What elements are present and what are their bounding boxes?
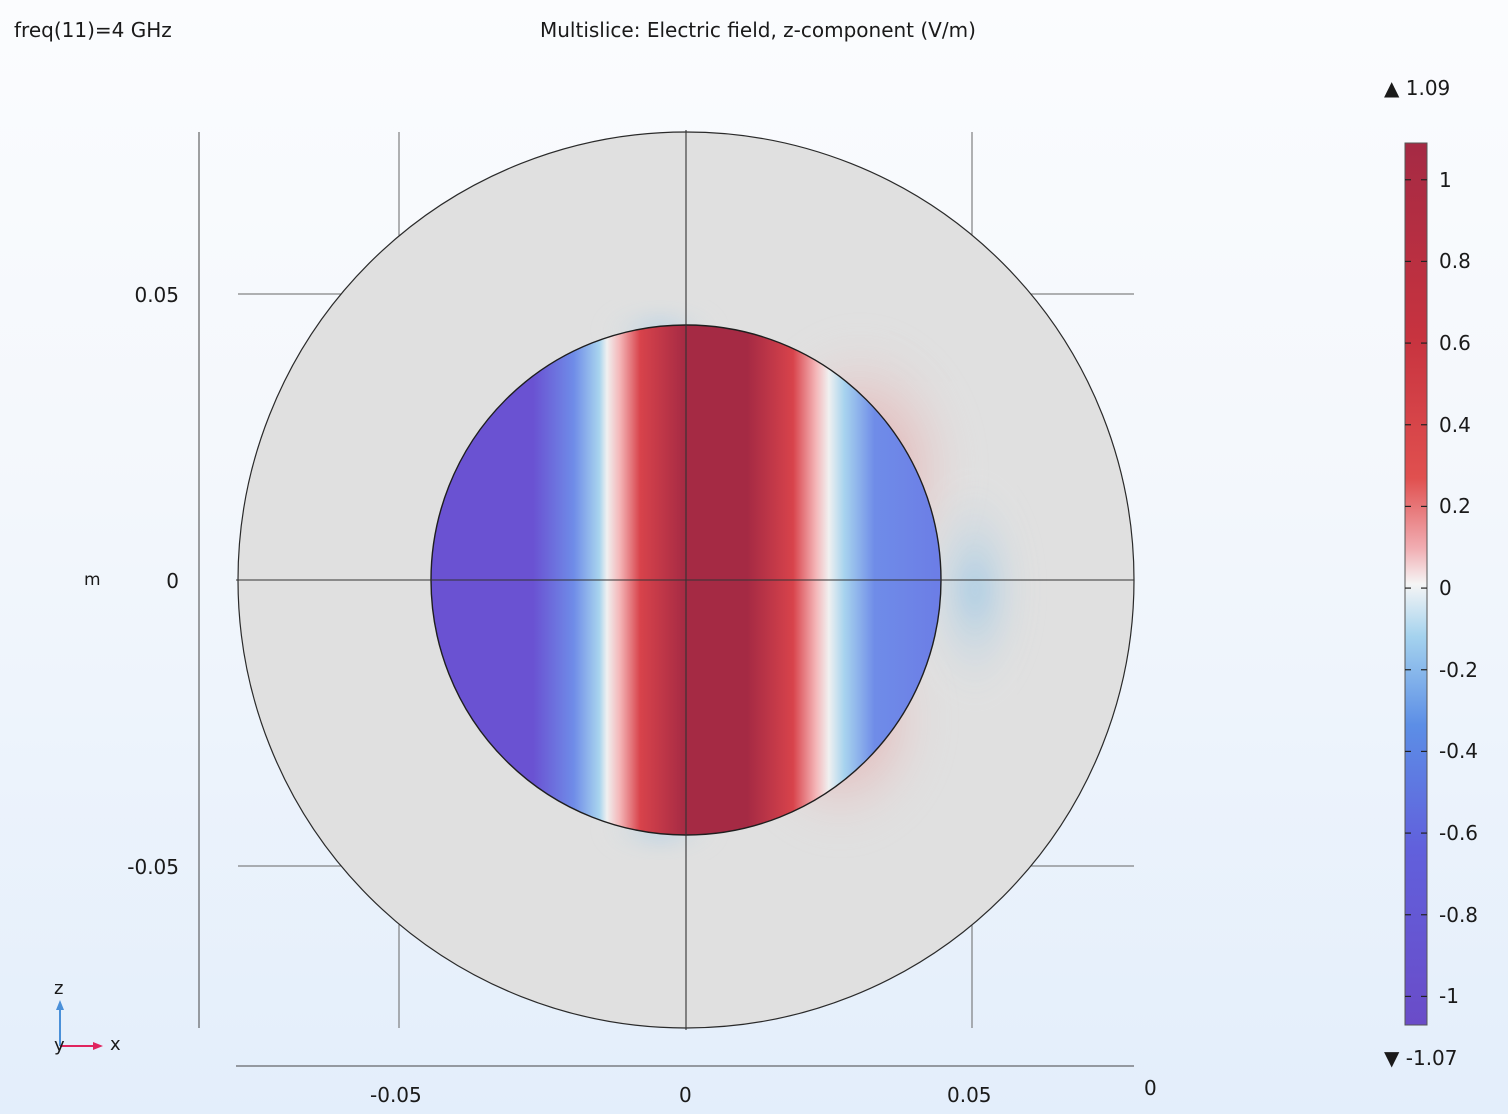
triad-y-label: y — [54, 1035, 65, 1056]
axis-unit-label: m — [84, 570, 101, 590]
colorbar-tick-label: -0.2 — [1439, 657, 1479, 682]
triad-z-label: z — [54, 978, 64, 999]
colorbar — [1404, 142, 1428, 1026]
colorbar-tick-label: 0.2 — [1439, 494, 1471, 519]
y-tick-label-0: 0 — [166, 569, 179, 593]
parameter-label: freq(11)=4 GHz — [14, 18, 172, 42]
plot-title: Multislice: Electric field, z-component … — [540, 18, 976, 42]
x-tick-label-0.05: 0.05 — [947, 1083, 992, 1107]
y-tick-label-neg-0.05: -0.05 — [127, 855, 179, 879]
colorbar-tick-label: 0.4 — [1439, 412, 1471, 437]
colorbar-max: ▲ 1.09 — [1384, 78, 1450, 98]
y-tick-label-0.05: 0.05 — [134, 283, 179, 307]
depth-tick-label: 0 — [1144, 1076, 1157, 1100]
min-triangle-icon: ▼ — [1384, 1046, 1400, 1070]
colorbar-min-label: -1.07 — [1405, 1046, 1458, 1070]
x-tick-label-0: 0 — [679, 1083, 692, 1107]
colorbar-tick-label: 0 — [1439, 576, 1452, 601]
triad-x-label: x — [110, 1034, 121, 1055]
colorbar-min: ▼ -1.07 — [1384, 1048, 1458, 1068]
colorbar-tick-label: -1 — [1439, 984, 1459, 1009]
colorbar-tick-label: -0.4 — [1439, 739, 1479, 764]
axis-triad — [56, 1000, 103, 1050]
max-triangle-icon: ▲ — [1384, 76, 1400, 100]
center-axes — [236, 130, 1134, 1030]
colorbar-tick-label: 0.6 — [1439, 331, 1471, 356]
colorbar-max-label: 1.09 — [1405, 76, 1451, 100]
colorbar-ticks — [1405, 179, 1427, 998]
colorbar-tick-label: 1 — [1439, 167, 1452, 192]
colorbar-tick-label: -0.6 — [1439, 821, 1479, 846]
x-tick-label-neg-0.05: -0.05 — [370, 1083, 422, 1107]
colorbar-tick-label: -0.8 — [1439, 902, 1479, 927]
colorbar-tick-label: 0.8 — [1439, 249, 1471, 274]
